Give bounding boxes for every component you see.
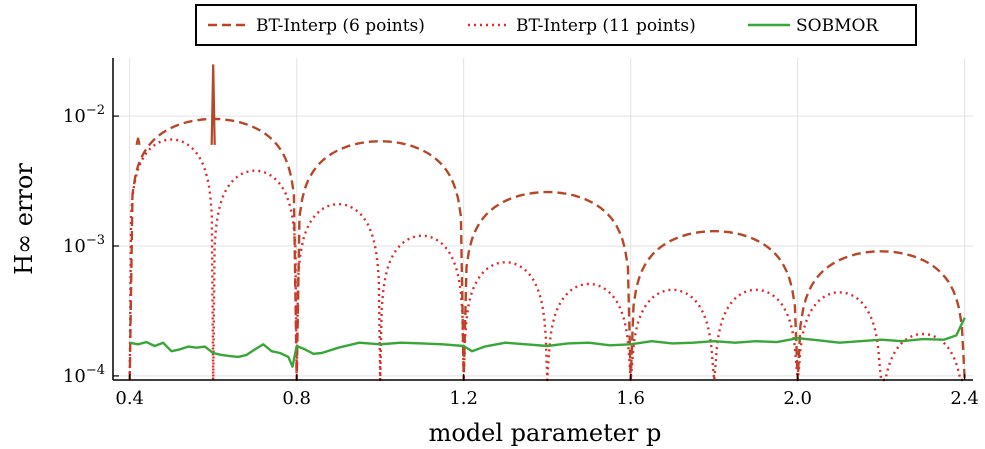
x-ticks: 0.4 0.8 1.2 1.6 2.0 2.4 (115, 374, 979, 409)
legend-label-sobmor: SOBMOR (796, 16, 879, 36)
x-tick-label-2: 1.2 (449, 388, 478, 409)
plot-series (128, 64, 966, 382)
x-tick-label-3: 1.6 (616, 388, 645, 409)
legend: BT-Interp (6 points) BT-Interp (11 point… (195, 4, 917, 46)
x-tick-label-4: 2.0 (783, 388, 812, 409)
series-line-0 (128, 117, 966, 382)
y-tick-label-0: 10−4 (63, 363, 105, 387)
y-tick-label-1: 10−3 (63, 233, 105, 257)
grid (113, 58, 973, 380)
y-axis-title: H∞ error (10, 163, 38, 275)
legend-label-bt11: BT-Interp (11 points) (516, 16, 696, 36)
legend-label-bt6: BT-Interp (6 points) (256, 16, 425, 36)
series-line-2 (129, 317, 966, 368)
x-tick-label-0: 0.4 (115, 388, 144, 409)
legend-box (195, 4, 917, 46)
y-ticks: 10−4 10−3 10−2 (63, 103, 119, 387)
series-spike-0-1 (210, 64, 216, 145)
x-tick-label-1: 0.8 (282, 388, 311, 409)
x-tick-label-5: 2.4 (950, 388, 979, 409)
axes (112, 58, 973, 381)
y-tick-label-2: 10−2 (63, 103, 105, 127)
series-spike-0-0 (135, 137, 141, 146)
x-axis-title: model parameter p (429, 419, 662, 447)
